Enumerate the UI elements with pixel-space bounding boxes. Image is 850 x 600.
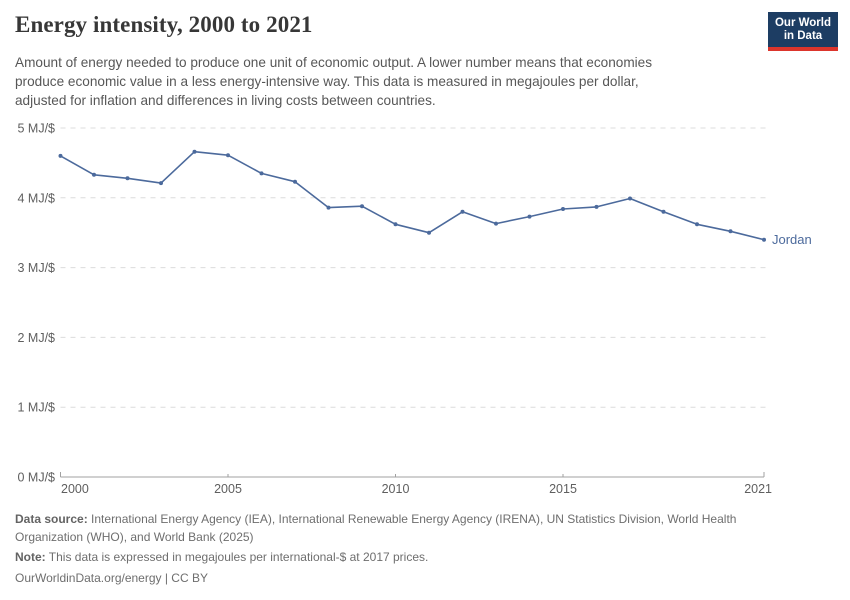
data-point: [192, 149, 197, 154]
data-point: [360, 204, 364, 209]
x-tick-label: 2010: [382, 482, 410, 496]
y-tick-label: 1 MJ/$: [17, 401, 55, 415]
x-tick-label: 2000: [61, 482, 89, 496]
data-point: [326, 205, 331, 210]
series-line: [59, 150, 765, 241]
data-point: [728, 229, 733, 234]
data-point: [527, 214, 532, 219]
subtitle-line: produce economic value in a less energy-…: [15, 74, 639, 89]
citation-link[interactable]: OurWorldinData.org/energy | CC BY: [15, 570, 208, 585]
chart-svg: 0 MJ/$ 1 MJ/$ 2 MJ/$ 3 MJ/$ 4 MJ/$ 5 MJ/$ 2000…: [17, 122, 812, 497]
note-line: Note: This data is expressed in megajoul…: [15, 549, 783, 567]
note-text: This data is expressed in megajoules per…: [48, 550, 429, 564]
chart-title: Energy intensity, 2000 to 2021: [15, 12, 313, 37]
y-tick-label: 4 MJ/$: [17, 191, 55, 205]
data-point: [427, 230, 431, 235]
data-point: [762, 237, 766, 242]
chart-subtitle: Amount of energy needed to produce one u…: [15, 53, 652, 110]
data-point: [561, 207, 565, 211]
owid-logo[interactable]: Our World in Data: [768, 12, 838, 51]
data-point: [695, 222, 699, 227]
data-point: [92, 172, 96, 177]
data-point: [661, 209, 666, 214]
subtitle-line: adjusted for inflation and differences i…: [15, 93, 436, 108]
data-source-text: International Energy Agency (IEA), Inter…: [15, 512, 737, 544]
data-point: [293, 179, 297, 184]
data-point: [58, 153, 63, 158]
data-point: [259, 171, 264, 176]
y-tick-label: 2 MJ/$: [17, 331, 55, 345]
owid-logo-line1: Our World: [774, 17, 831, 29]
data-point: [393, 222, 398, 227]
data-point: [159, 181, 163, 186]
data-source-line: Data source: International Energy Agency…: [15, 511, 783, 546]
entity-label[interactable]: Jordan: [772, 232, 812, 247]
data-point: [125, 176, 130, 181]
y-tick-label: 3 MJ/$: [17, 261, 55, 275]
x-tick-label: 2015: [549, 482, 577, 496]
subtitle-line: Amount of energy needed to produce one u…: [15, 55, 653, 70]
x-tick-label: 2005: [214, 482, 242, 496]
data-point: [460, 209, 465, 214]
y-tick-label: 5 MJ/$: [17, 122, 55, 136]
chart-footer: Data source: International Energy Agency…: [15, 511, 783, 587]
data-point: [494, 221, 498, 226]
data-point: [226, 153, 230, 158]
data-point: [594, 204, 599, 209]
data-point: [628, 196, 632, 201]
y-tick-label: 0 MJ/$: [17, 471, 55, 485]
owid-logo-line2: in Data: [783, 30, 823, 42]
data-source-label: Data source:: [15, 512, 88, 526]
note-label: Note:: [15, 550, 46, 564]
x-tick-label: 2021: [744, 482, 772, 496]
